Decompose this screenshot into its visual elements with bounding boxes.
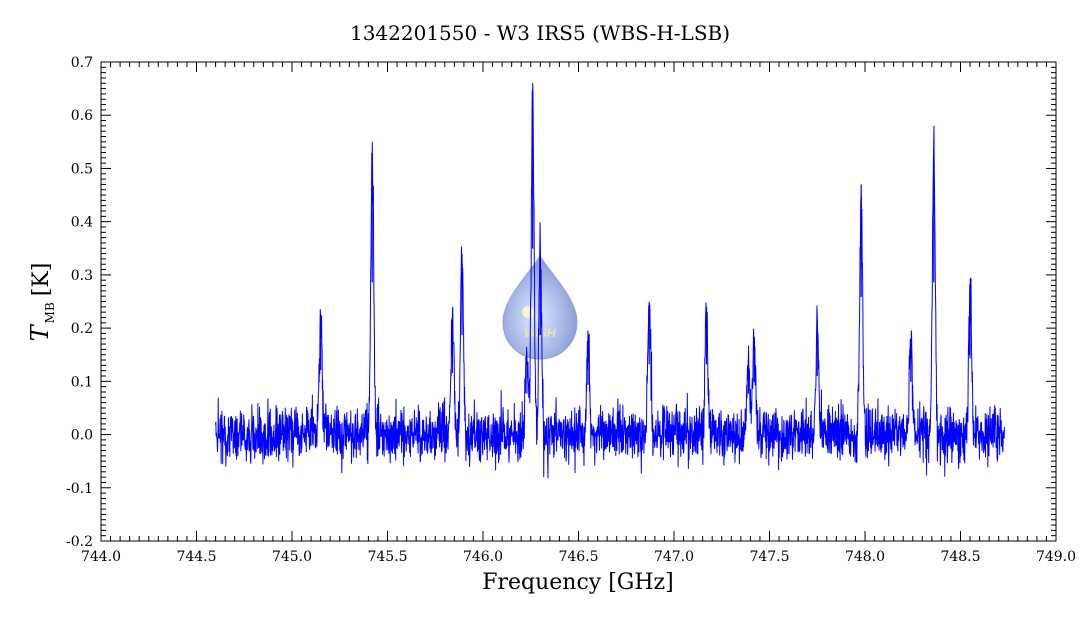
y-axis-label-unit: [K] xyxy=(29,263,54,297)
star-glow-icon xyxy=(522,306,534,318)
x-tick-label: 746.0 xyxy=(463,549,503,565)
x-tick-label: 748.0 xyxy=(845,549,885,565)
y-tick-label: 0.4 xyxy=(71,215,93,231)
axis-ticks xyxy=(100,61,1057,542)
y-tick-label: -0.2 xyxy=(66,534,93,550)
x-tick-label: 744.5 xyxy=(176,549,216,565)
y-tick-labels: -0.2 -0.1 0.0 0.1 0.2 0.3 0.4 0.5 0.6 0.7 xyxy=(66,55,93,550)
x-tick-label: 744.0 xyxy=(81,549,121,565)
chart-title: 1342201550 - W3 IRS5 (WBS-H-LSB) xyxy=(350,21,730,45)
y-axis-label: TMB [K] xyxy=(26,263,57,342)
y-axis-label-main: T xyxy=(26,323,54,341)
x-tick-label: 745.5 xyxy=(367,549,407,565)
y-tick-label: 0.5 xyxy=(71,161,93,177)
y-tick-label: 0.6 xyxy=(71,108,93,124)
y-tick-label: 0.1 xyxy=(71,374,93,390)
x-tick-label: 748.5 xyxy=(940,549,980,565)
plot-frame xyxy=(100,61,1057,542)
spectral-line-peaks xyxy=(320,96,971,394)
y-tick-label: 0.7 xyxy=(71,55,93,71)
y-tick-label: 0.0 xyxy=(71,428,93,444)
y-tick-label: -0.1 xyxy=(66,481,93,497)
y-axis-label-subscript: MB xyxy=(43,302,57,323)
x-axis-label: Frequency [GHz] xyxy=(482,570,674,595)
x-tick-label: 749.0 xyxy=(1036,549,1076,565)
x-tick-labels: 744.0 744.5 745.0 745.5 746.0 746.5 747.0 747.5… xyxy=(81,549,1076,565)
svg-text:TMB[K]: TMB [K] xyxy=(26,263,57,342)
x-tick-label: 745.0 xyxy=(272,549,312,565)
y-tick-label: 0.3 xyxy=(71,268,93,284)
x-tick-label: 747.0 xyxy=(654,549,694,565)
x-tick-label: 746.5 xyxy=(558,549,598,565)
spectrum-series-line xyxy=(215,82,1005,479)
y-tick-label: 0.2 xyxy=(71,321,93,337)
x-tick-label: 747.5 xyxy=(749,549,789,565)
